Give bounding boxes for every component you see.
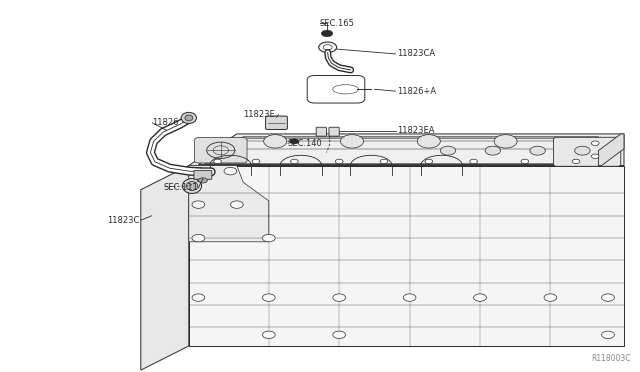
FancyBboxPatch shape — [329, 127, 339, 136]
Ellipse shape — [182, 179, 202, 193]
FancyBboxPatch shape — [316, 127, 326, 136]
Circle shape — [290, 139, 299, 144]
Text: SEC.111: SEC.111 — [163, 183, 198, 192]
Circle shape — [572, 159, 580, 164]
Text: 11826: 11826 — [152, 118, 179, 127]
Circle shape — [425, 159, 433, 164]
Circle shape — [417, 135, 440, 148]
Polygon shape — [189, 166, 624, 346]
Circle shape — [333, 294, 346, 301]
Circle shape — [264, 135, 287, 148]
Text: 11823C: 11823C — [108, 216, 140, 225]
Circle shape — [380, 159, 388, 164]
FancyBboxPatch shape — [554, 137, 621, 166]
Text: 11826+A: 11826+A — [397, 87, 436, 96]
Circle shape — [230, 201, 243, 208]
Text: 11823E: 11823E — [243, 110, 275, 119]
Circle shape — [602, 331, 614, 339]
Circle shape — [192, 201, 205, 208]
FancyBboxPatch shape — [194, 170, 212, 179]
Text: SEC.165: SEC.165 — [320, 19, 355, 28]
Circle shape — [470, 159, 477, 164]
Circle shape — [333, 331, 346, 339]
Polygon shape — [141, 166, 189, 370]
Polygon shape — [598, 134, 624, 166]
Ellipse shape — [186, 182, 198, 190]
Circle shape — [591, 141, 599, 145]
Circle shape — [224, 167, 237, 175]
Text: 11823EA: 11823EA — [397, 126, 435, 135]
Polygon shape — [189, 166, 269, 242]
Circle shape — [262, 234, 275, 242]
FancyBboxPatch shape — [266, 116, 287, 129]
Text: R118003C: R118003C — [591, 354, 630, 363]
Circle shape — [521, 159, 529, 164]
Text: SEC.140: SEC.140 — [288, 139, 323, 148]
Circle shape — [335, 159, 343, 164]
Circle shape — [321, 30, 333, 37]
Circle shape — [192, 167, 205, 175]
FancyBboxPatch shape — [195, 138, 247, 163]
Circle shape — [403, 294, 416, 301]
Ellipse shape — [181, 112, 196, 124]
Circle shape — [575, 146, 590, 155]
Circle shape — [591, 154, 599, 158]
Circle shape — [494, 135, 517, 148]
Circle shape — [252, 159, 260, 164]
FancyBboxPatch shape — [307, 76, 365, 103]
Circle shape — [530, 146, 545, 155]
Circle shape — [474, 294, 486, 301]
Circle shape — [544, 294, 557, 301]
Circle shape — [192, 234, 205, 242]
Circle shape — [192, 294, 205, 301]
Text: 11823CA: 11823CA — [397, 49, 435, 58]
Circle shape — [602, 294, 614, 301]
Polygon shape — [189, 134, 624, 166]
Circle shape — [340, 135, 364, 148]
Polygon shape — [198, 137, 598, 164]
Circle shape — [262, 331, 275, 339]
Circle shape — [198, 178, 207, 183]
Ellipse shape — [185, 115, 193, 121]
Circle shape — [440, 146, 456, 155]
Polygon shape — [189, 166, 218, 212]
Circle shape — [485, 146, 500, 155]
Circle shape — [291, 159, 298, 164]
Circle shape — [214, 159, 221, 164]
Circle shape — [262, 294, 275, 301]
